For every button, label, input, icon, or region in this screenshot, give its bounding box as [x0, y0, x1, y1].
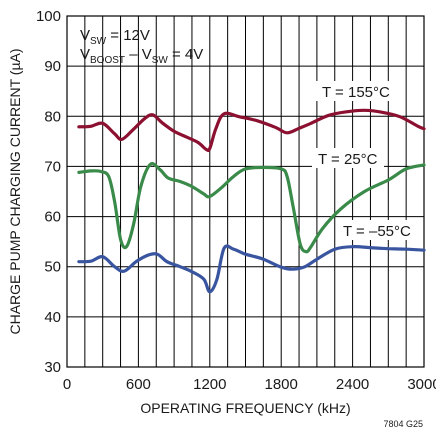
- x-tick-label: 2400: [336, 376, 369, 393]
- x-tick-label: 1800: [265, 376, 298, 393]
- y-tick-label: 30: [44, 359, 61, 376]
- y-axis-title: CHARGE PUMP CHARGING CURRENT (µA): [7, 48, 23, 334]
- y-tick-label: 80: [44, 108, 61, 125]
- x-tick-label: 0: [63, 376, 71, 393]
- tick-labels: 0 600 1200 1800 2400 3000 30 40 50 60 70 80 90 100: [36, 8, 436, 393]
- x-axis-title: OPERATING FREQUENCY (kHz): [140, 400, 350, 416]
- conditions-annotation: VSW = 12V VBOOST – VSW = 4V: [80, 27, 203, 66]
- series-label-25c: T = 25°C: [318, 151, 378, 168]
- series-labels: T = 155°C T = 25°C T = –55°C: [312, 81, 423, 240]
- x-tick-label: 3000: [407, 376, 436, 393]
- y-tick-label: 40: [44, 309, 61, 326]
- grid: [67, 16, 424, 367]
- series-line-2: [77, 244, 426, 294]
- y-tick-label: 70: [44, 158, 61, 175]
- condition-line-1: VSW = 12V: [80, 27, 150, 47]
- x-tick-label: 600: [126, 376, 151, 393]
- x-tick-label: 1200: [193, 376, 226, 393]
- y-tick-label: 100: [36, 8, 61, 25]
- series-layer: [77, 108, 426, 294]
- y-tick-label: 50: [44, 259, 61, 276]
- figure-id: 7804 G25: [383, 419, 423, 429]
- plot-frame: [66, 15, 425, 368]
- y-tick-label: 90: [44, 58, 61, 75]
- series-label-155c: T = 155°C: [322, 84, 390, 101]
- series-label-minus55c: T = –55°C: [343, 223, 411, 240]
- condition-line-2: VBOOST – VSW = 4V: [80, 46, 203, 66]
- series-line-1: [77, 162, 426, 254]
- y-tick-label: 60: [44, 209, 61, 226]
- series-line-0: [77, 108, 426, 153]
